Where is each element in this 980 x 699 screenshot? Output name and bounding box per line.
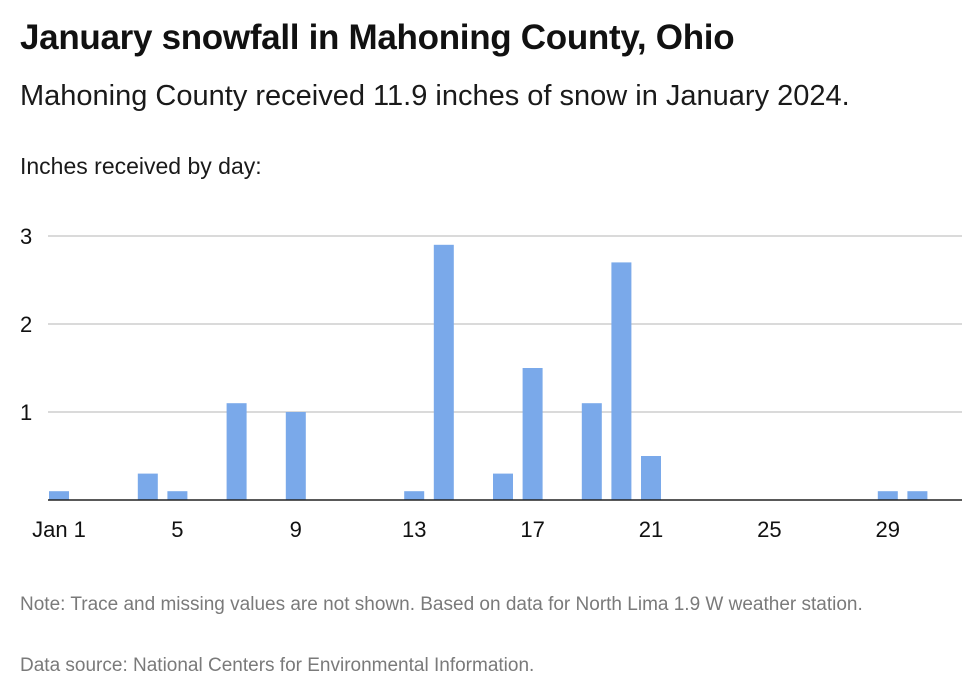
bar-day-13	[404, 491, 425, 500]
chart-subtitle: Mahoning County received 11.9 inches of …	[20, 80, 850, 112]
x-tick-label: 21	[639, 517, 663, 542]
chart-note: Note: Trace and missing values are not s…	[20, 594, 863, 615]
y-tick-labels: 1 2 3	[20, 224, 32, 425]
x-tick-label: 17	[520, 517, 544, 542]
chart-title: January snowfall in Mahoning County, Ohi…	[20, 18, 735, 57]
x-tick-label: 25	[757, 517, 781, 542]
y-tick-label: 1	[20, 400, 32, 425]
x-tick-labels: Jan 1 5 9 13 17 21 25 29	[32, 517, 900, 542]
y-axis-label: Inches received by day:	[20, 153, 262, 179]
bar-day-5	[167, 491, 188, 500]
bar-day-30	[907, 491, 928, 500]
x-tick-label: Jan 1	[32, 517, 86, 542]
x-tick-label: 5	[171, 517, 183, 542]
grid-lines	[48, 235, 962, 413]
bar-day-20	[611, 262, 632, 500]
bars	[49, 244, 928, 500]
bar-day-7	[226, 403, 247, 500]
y-tick-label: 2	[20, 312, 32, 337]
bar-day-4	[137, 473, 158, 500]
y-tick-label: 3	[20, 224, 32, 249]
bar-day-17	[522, 368, 543, 500]
x-tick-label: 9	[290, 517, 302, 542]
bar-day-29	[877, 491, 898, 500]
bar-day-14	[433, 244, 454, 500]
bar-day-19	[581, 403, 602, 500]
bar-day-21	[641, 456, 661, 500]
data-source: Data source: National Centers for Enviro…	[20, 655, 535, 676]
bar-day-9	[285, 412, 306, 500]
bar-day-1	[49, 491, 69, 500]
snowfall-bar-chart: 1 2 3 Jan 1 5 9 13 17 21 25 29	[20, 224, 962, 542]
x-tick-label: 13	[402, 517, 426, 542]
x-tick-label: 29	[876, 517, 900, 542]
bar-day-16	[493, 473, 513, 500]
